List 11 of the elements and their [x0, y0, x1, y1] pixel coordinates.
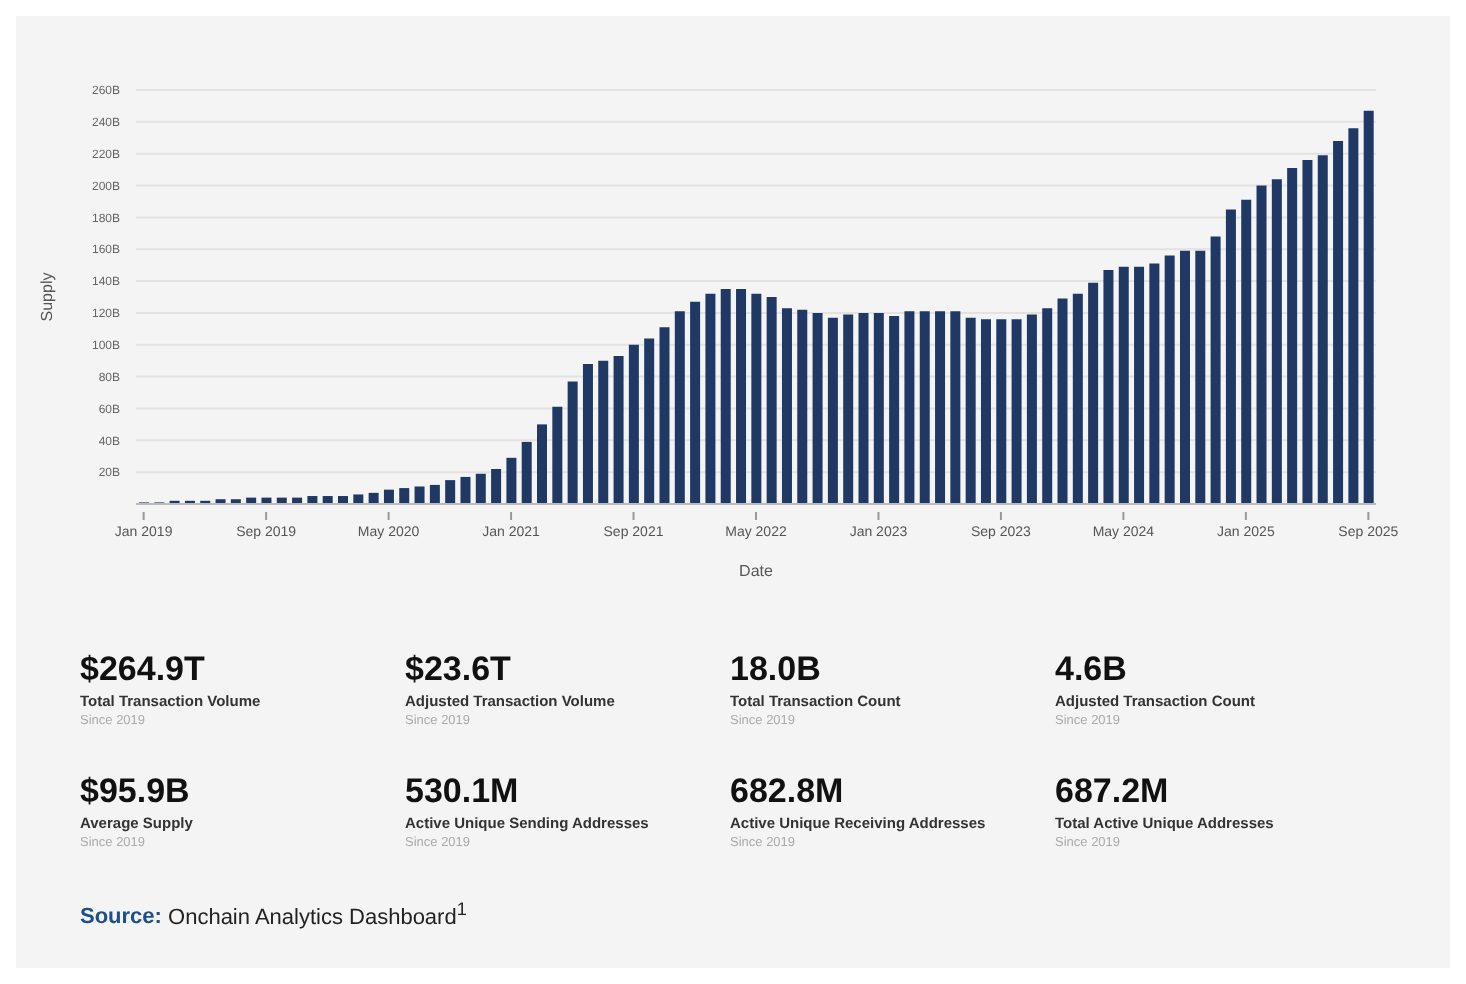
- text: $95.9B: [80, 772, 192, 812]
- source-note: Source: Onchain Analytics Dashboard$^{1}$: [80, 898, 467, 930]
- text: 530.1M: [405, 772, 521, 812]
- text: $23.6T: [405, 650, 513, 690]
- text: $264.9T: [80, 650, 207, 690]
- text: 682.8M: [730, 772, 846, 812]
- text: 18.0B: [730, 650, 823, 690]
- y-axis-title: Supply: [37, 272, 56, 322]
- text: 687.2M: [1055, 772, 1171, 812]
- x-axis-title: Date: [739, 562, 774, 580]
- text: 4.6B: [1055, 650, 1129, 690]
